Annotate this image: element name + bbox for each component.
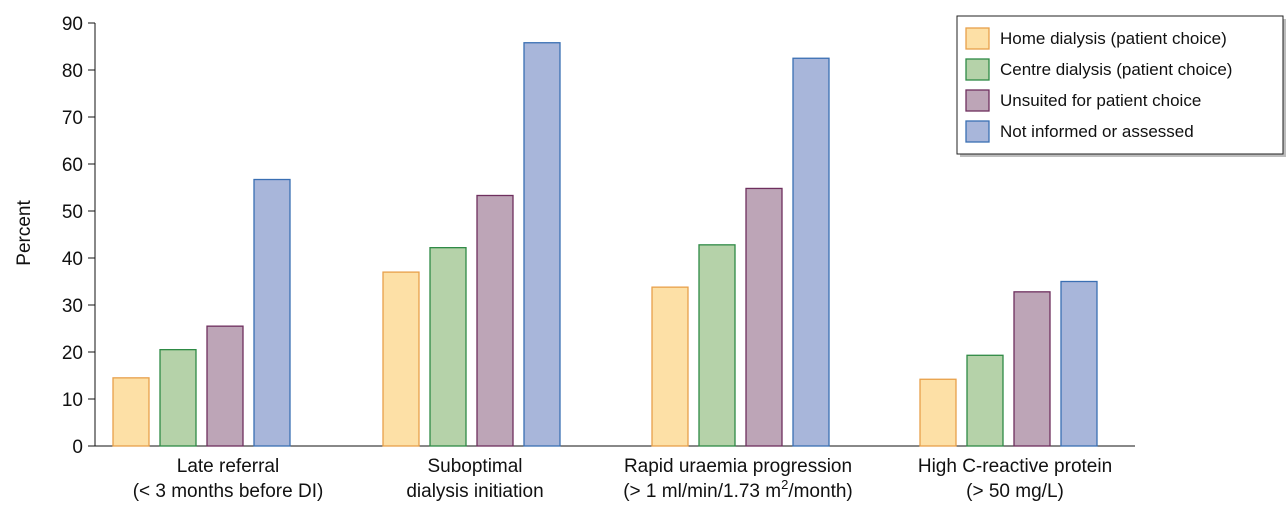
bar [523, 42, 561, 447]
category-label-superscript: 2 [781, 477, 788, 492]
bar [745, 187, 783, 447]
category-label-line1: High C-reactive protein [918, 456, 1112, 477]
category-label-line2: (> 50 mg/L) [966, 481, 1064, 502]
legend-label: Home dialysis (patient choice) [1000, 29, 1227, 48]
y-axis: 0 10 20 30 40 50 60 70 80 90 [62, 14, 1135, 458]
legend-label: Centre dialysis (patient choice) [1000, 60, 1232, 79]
y-tick-label: 0 [72, 437, 83, 458]
x-axis-categories: Late referral (< 3 months before DI) Subop… [133, 456, 1112, 502]
y-tick-label: 50 [62, 202, 83, 223]
y-tick-label: 60 [62, 155, 83, 176]
legend-label: Not informed or assessed [1000, 122, 1194, 141]
bar [112, 377, 150, 447]
category-label-line1: Suboptimal [427, 456, 522, 477]
category-label-line2: dialysis initiation [406, 481, 543, 502]
bar [382, 271, 420, 447]
bar [476, 194, 514, 447]
bar [651, 286, 689, 447]
legend-swatch [965, 58, 990, 81]
y-tick-label: 30 [62, 296, 83, 317]
y-tick-label: 10 [62, 390, 83, 411]
legend: Home dialysis (patient choice) Centre dia… [956, 15, 1286, 157]
bar [206, 325, 244, 447]
legend-box [956, 15, 1284, 155]
y-tick-label: 90 [62, 14, 83, 35]
category-label-line2-part2: /month) [788, 481, 852, 502]
legend-label: Unsuited for patient choice [1000, 91, 1201, 110]
category-label-line1: Late referral [177, 456, 279, 477]
bar [966, 354, 1004, 447]
bar [429, 247, 467, 447]
bar [698, 244, 736, 447]
y-tick-label: 80 [62, 61, 83, 82]
category-label-line1: Rapid uraemia progression [624, 456, 852, 477]
bar [792, 57, 830, 447]
bar [1013, 291, 1051, 447]
category-label-line2-part1: (> 1 ml/min/1.73 m [623, 481, 781, 502]
y-tick-label: 40 [62, 249, 83, 270]
bar [159, 348, 197, 447]
category-label-line2: (< 3 months before DI) [133, 481, 324, 502]
bar [1060, 280, 1098, 447]
bar [253, 178, 291, 447]
y-axis-title: Percent [14, 200, 35, 266]
category-label-line2: (> 1 ml/min/1.73 m2/month) [623, 477, 853, 502]
legend-swatch [965, 27, 990, 50]
legend-swatch [965, 89, 990, 112]
bars-group [112, 42, 1098, 447]
y-tick-label: 70 [62, 108, 83, 129]
bar [919, 378, 957, 447]
y-tick-label: 20 [62, 343, 83, 364]
legend-swatch [965, 120, 990, 143]
